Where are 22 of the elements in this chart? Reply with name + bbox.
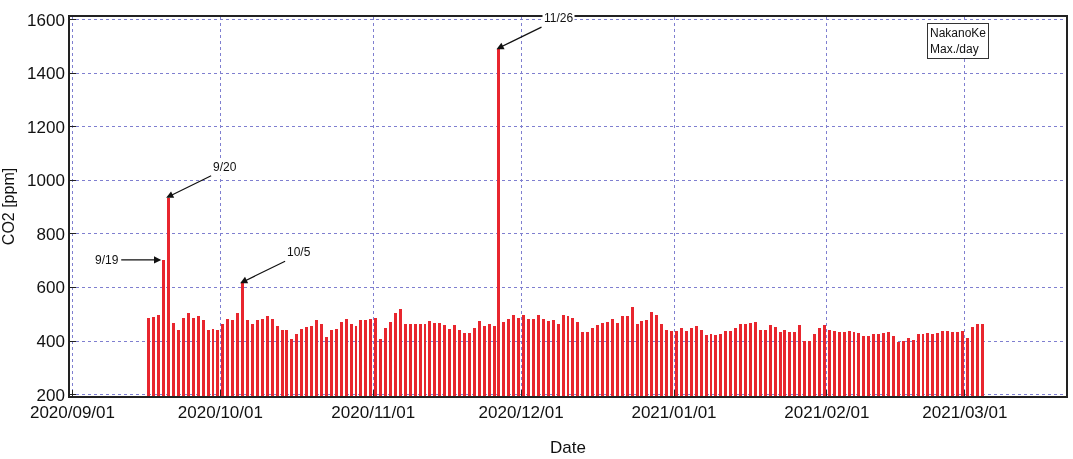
y-axis-title: CO2 [ppm] (0, 167, 18, 246)
x-tick-label: 2021/03/01 (922, 403, 1008, 423)
y-tick-label: 400 (36, 332, 65, 352)
x-tick-label: 2020/12/01 (478, 403, 564, 423)
y-tick-label: 1600 (27, 10, 65, 30)
annotation: 9/19 (95, 253, 119, 267)
y-tick-label: 800 (36, 224, 65, 244)
x-tick-label: 2021/01/01 (631, 403, 717, 423)
y-tick-label: 200 (36, 385, 65, 405)
x-tick-label: 2020/10/01 (177, 403, 263, 423)
y-tick-label: 1000 (27, 171, 65, 191)
y-tick-label: 1200 (27, 117, 65, 137)
x-tick-label: 2021/02/01 (784, 403, 870, 423)
x-tick-label: 2020/09/01 (29, 403, 116, 423)
annotation: 11/26 (544, 11, 574, 25)
annotation: NakanoKe Max./day (930, 26, 987, 56)
x-tick-label: 2020/11/01 (331, 403, 416, 423)
x-axis-title: Date (550, 438, 586, 458)
annotation: 10/5 (287, 245, 311, 259)
y-tick-label: 600 (36, 278, 65, 298)
y-tick-label: 1400 (27, 64, 65, 84)
annotation: 9/20 (213, 160, 237, 174)
